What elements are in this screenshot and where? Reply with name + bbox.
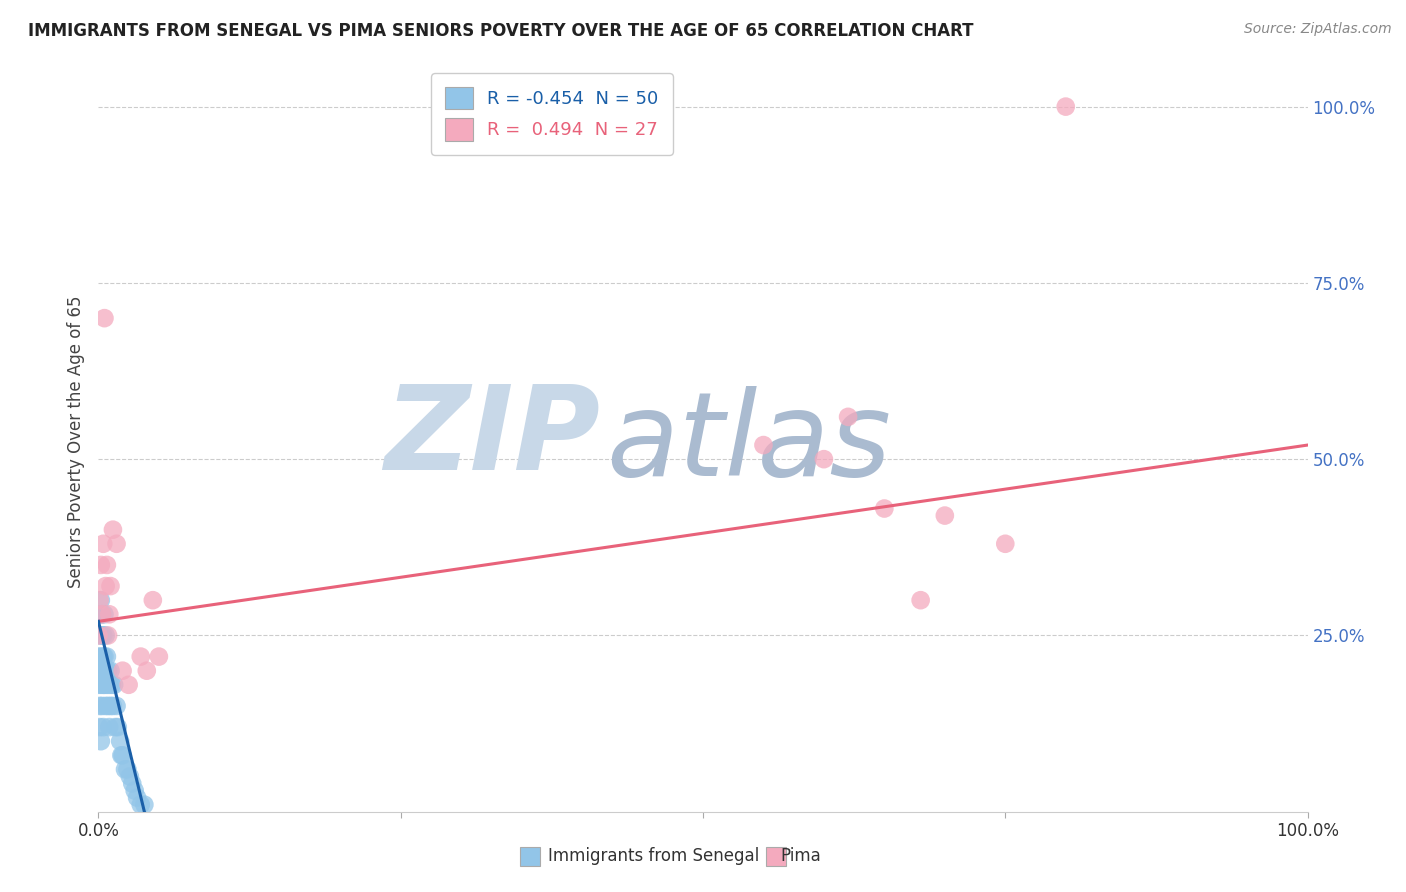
Point — [87, 678, 110, 692]
Point — [100, 664, 122, 678]
Point — [104, 720, 127, 734]
Point — [96, 558, 118, 572]
Point — [107, 720, 129, 734]
Text: atlas: atlas — [606, 386, 891, 500]
Point — [105, 537, 128, 551]
Point — [105, 698, 128, 713]
Point — [90, 607, 112, 622]
Point — [134, 797, 156, 812]
Point — [91, 628, 114, 642]
Point — [94, 698, 117, 713]
Point — [91, 537, 114, 551]
Point — [93, 649, 115, 664]
Text: Pima: Pima — [780, 847, 821, 865]
Point — [91, 607, 114, 622]
Point — [135, 664, 157, 678]
Point — [96, 649, 118, 664]
Point — [129, 797, 152, 812]
Point — [813, 452, 835, 467]
Point — [90, 678, 112, 692]
Point — [94, 628, 117, 642]
Point — [89, 720, 111, 734]
Point — [89, 628, 111, 642]
Point — [89, 664, 111, 678]
Text: Source: ZipAtlas.com: Source: ZipAtlas.com — [1244, 22, 1392, 37]
Point — [110, 748, 132, 763]
Legend: R = -0.454  N = 50, R =  0.494  N = 27: R = -0.454 N = 50, R = 0.494 N = 27 — [432, 73, 672, 155]
Point — [90, 558, 112, 572]
Point — [91, 628, 114, 642]
Point — [100, 579, 122, 593]
Y-axis label: Seniors Poverty Over the Age of 65: Seniors Poverty Over the Age of 65 — [66, 295, 84, 588]
Point — [114, 763, 136, 777]
Point — [934, 508, 956, 523]
Text: IMMIGRANTS FROM SENEGAL VS PIMA SENIORS POVERTY OVER THE AGE OF 65 CORRELATION C: IMMIGRANTS FROM SENEGAL VS PIMA SENIORS … — [28, 22, 973, 40]
Point — [91, 698, 114, 713]
Point — [91, 607, 114, 622]
Point — [117, 763, 139, 777]
Point — [100, 698, 122, 713]
Point — [127, 790, 149, 805]
Point — [87, 649, 110, 664]
Point — [90, 649, 112, 664]
Point — [89, 593, 111, 607]
Point — [121, 776, 143, 790]
Point — [98, 678, 121, 692]
Point — [752, 438, 775, 452]
Point — [97, 628, 120, 642]
Point — [111, 748, 134, 763]
Point — [124, 783, 146, 797]
Point — [108, 734, 131, 748]
Point — [87, 628, 110, 642]
Text: ZIP: ZIP — [384, 380, 600, 495]
Point — [994, 537, 1017, 551]
Point — [93, 607, 115, 622]
Point — [91, 664, 114, 678]
Point — [91, 678, 114, 692]
Point — [111, 664, 134, 678]
Point — [118, 769, 141, 783]
Point — [89, 698, 111, 713]
Point — [96, 678, 118, 692]
Point — [873, 501, 896, 516]
Point — [148, 649, 170, 664]
Point — [101, 523, 124, 537]
Point — [142, 593, 165, 607]
Point — [94, 664, 117, 678]
Point — [94, 579, 117, 593]
Point — [837, 409, 859, 424]
Point — [90, 734, 112, 748]
Point — [129, 649, 152, 664]
Point — [103, 678, 125, 692]
Point — [910, 593, 932, 607]
Point — [97, 698, 120, 713]
Point — [1054, 100, 1077, 114]
Point — [98, 607, 121, 622]
Point — [90, 593, 112, 607]
Point — [93, 311, 115, 326]
Point — [91, 649, 114, 664]
Point — [93, 678, 115, 692]
Point — [100, 678, 122, 692]
Point — [101, 698, 124, 713]
Point — [98, 720, 121, 734]
Text: Immigrants from Senegal: Immigrants from Senegal — [548, 847, 759, 865]
Point — [97, 664, 120, 678]
Point — [118, 678, 141, 692]
Point — [91, 720, 114, 734]
